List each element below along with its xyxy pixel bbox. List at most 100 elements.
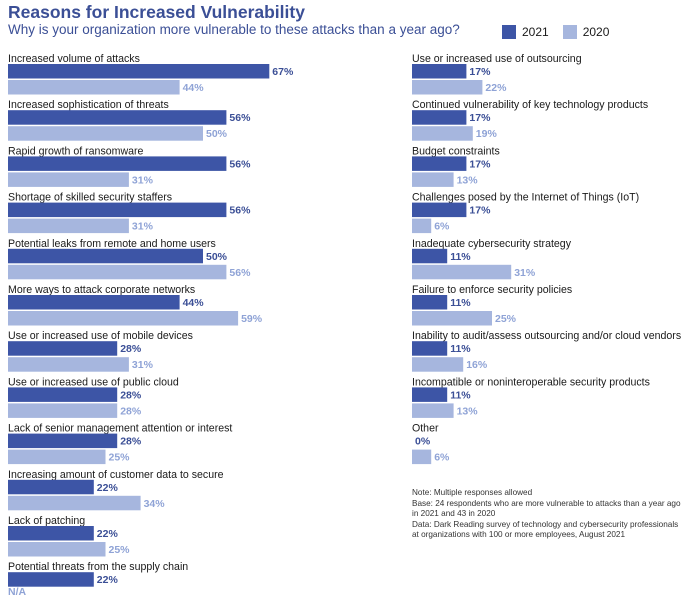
- bar-2020: [412, 311, 492, 326]
- category-label: Failure to enforce security policies: [412, 284, 572, 296]
- value-label-2021: 44%: [183, 297, 205, 309]
- bar-2020: [412, 80, 483, 95]
- value-label-2021: 22%: [97, 528, 119, 540]
- bar-2021: [8, 479, 94, 495]
- bar-2020: [412, 218, 432, 234]
- note-line: Base: 24 respondents who are more vulner…: [412, 498, 681, 508]
- value-label-2021: 17%: [469, 112, 491, 124]
- value-label-2020: 56%: [229, 267, 251, 279]
- category-label: Use or increased use of mobile devices: [8, 330, 193, 342]
- value-label-2020: 25%: [109, 544, 131, 556]
- bar-2020: [8, 357, 129, 372]
- bar-2021: [8, 433, 118, 449]
- category-label: Increasing amount of customer data to se…: [8, 469, 224, 481]
- value-label-2021: 17%: [469, 205, 491, 217]
- value-label-2020: 31%: [132, 359, 154, 371]
- value-label-2020: 50%: [206, 128, 228, 140]
- category-label: Other: [412, 423, 439, 435]
- bar-2021: [8, 248, 203, 264]
- value-label-2021: 28%: [120, 436, 142, 448]
- bar-2021: [8, 64, 270, 79]
- bar-2021: [8, 295, 180, 310]
- bar-2020: [412, 126, 473, 141]
- bar-2020: [8, 449, 106, 465]
- value-label-2021: 56%: [229, 205, 251, 217]
- bar-2021: [8, 110, 227, 125]
- bar-2020: [412, 172, 454, 187]
- category-label: Budget constraints: [412, 145, 500, 157]
- bar-2020: [412, 357, 464, 372]
- bar-2021: [8, 387, 118, 402]
- bar-2021: [8, 526, 94, 541]
- category-label: Lack of senior management attention or i…: [8, 423, 232, 435]
- value-label-2021: 17%: [469, 158, 491, 170]
- value-label-2020: 31%: [132, 174, 154, 186]
- note-line: Data: Dark Reading survey of technology …: [412, 519, 679, 529]
- value-label-2021: 28%: [120, 389, 142, 401]
- value-label-2021: 11%: [450, 389, 471, 401]
- category-label: Use or increased use of outsourcing: [412, 53, 582, 65]
- chart-notes: Note: Multiple responses allowed Base: 2…: [412, 488, 700, 541]
- category-label: Rapid growth of ransomware: [8, 145, 144, 157]
- bar-2020: [412, 264, 512, 280]
- value-label-2021: 0%: [415, 436, 431, 448]
- bar-2020: [8, 172, 129, 187]
- bar-2021: [8, 202, 227, 218]
- value-label-2020: 16%: [466, 359, 488, 371]
- category-label: Shortage of skilled security staffers: [8, 192, 172, 204]
- value-label-2020: 44%: [183, 82, 205, 94]
- value-label-2021: 11%: [450, 343, 471, 355]
- bar-2020: [8, 218, 129, 234]
- bar-2020: [8, 126, 203, 141]
- value-label-2020: 13%: [457, 405, 479, 417]
- value-label-2021: 28%: [120, 343, 142, 355]
- category-label: More ways to attack corporate networks: [8, 284, 195, 296]
- bar-2021: [412, 202, 467, 218]
- category-label: Potential threats from the supply chain: [8, 561, 188, 573]
- value-label-2020: 31%: [514, 267, 536, 279]
- bar-2021: [8, 341, 118, 356]
- bar-2020: [8, 542, 106, 557]
- legend-item-2020: 2020: [562, 25, 610, 39]
- bar-2021: [412, 248, 448, 264]
- category-label: Inability to audit/assess outsourcing an…: [412, 330, 681, 342]
- value-label-2021: 56%: [229, 158, 251, 170]
- bar-2020: [8, 403, 118, 418]
- value-label-2020: 31%: [132, 221, 154, 233]
- value-label-2020: 6%: [434, 452, 450, 464]
- value-label-2020: 22%: [485, 82, 507, 94]
- value-label-2020: 59%: [241, 313, 263, 325]
- value-label-2021: 56%: [229, 112, 251, 124]
- bar-2021: [412, 341, 448, 356]
- value-label-2020: 19%: [476, 128, 498, 140]
- note-line: in 2021 and 43 in 2020: [412, 509, 496, 519]
- category-label: Use or increased use of public cloud: [8, 376, 179, 388]
- bar-2020: [412, 403, 454, 418]
- value-label-2020: 6%: [434, 221, 450, 233]
- na-label: N/A: [8, 586, 27, 598]
- value-label-2020: 28%: [120, 405, 142, 417]
- chart-subtitle: Why is your organization more vulnerable…: [8, 22, 460, 37]
- value-label-2020: 34%: [144, 498, 166, 510]
- legend-swatch-2021: [502, 25, 516, 39]
- bar-2020: [8, 495, 141, 511]
- bar-2020: [8, 264, 227, 280]
- category-label: Increased sophistication of threats: [8, 99, 169, 111]
- bar-2021: [412, 110, 467, 125]
- category-label: Potential leaks from remote and home use…: [8, 238, 216, 250]
- category-label: Inadequate cybersecurity strategy: [412, 238, 572, 250]
- value-label-2021: 11%: [450, 251, 471, 263]
- value-label-2021: 11%: [450, 297, 471, 309]
- chart-title: Reasons for Increased Vulnerability: [8, 2, 305, 22]
- category-label: Increased volume of attacks: [8, 53, 140, 65]
- bar-2021: [412, 295, 448, 310]
- bar-2021: [412, 156, 467, 171]
- legend-label-2020: 2020: [582, 25, 610, 39]
- value-label-2020: 25%: [109, 452, 131, 464]
- bar-2020: [8, 311, 239, 326]
- bar-2021: [8, 572, 94, 587]
- legend-swatch-2020: [562, 25, 577, 39]
- category-label: Challenges posed by the Internet of Thin…: [412, 192, 639, 204]
- legend-label-2021: 2021: [522, 25, 549, 39]
